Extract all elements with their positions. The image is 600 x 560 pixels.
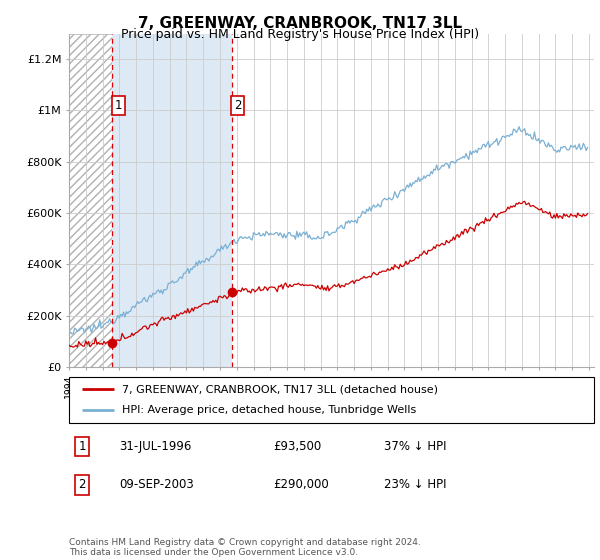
Text: 09-SEP-2003: 09-SEP-2003 bbox=[119, 478, 194, 491]
Text: Price paid vs. HM Land Registry's House Price Index (HPI): Price paid vs. HM Land Registry's House … bbox=[121, 28, 479, 41]
Text: Contains HM Land Registry data © Crown copyright and database right 2024.
This d: Contains HM Land Registry data © Crown c… bbox=[69, 538, 421, 557]
Text: HPI: Average price, detached house, Tunbridge Wells: HPI: Average price, detached house, Tunb… bbox=[121, 405, 416, 416]
Text: £290,000: £290,000 bbox=[274, 478, 329, 491]
Text: 1: 1 bbox=[115, 99, 122, 112]
Text: 2: 2 bbox=[234, 99, 242, 112]
Text: £93,500: £93,500 bbox=[274, 440, 322, 453]
Text: 7, GREENWAY, CRANBROOK, TN17 3LL (detached house): 7, GREENWAY, CRANBROOK, TN17 3LL (detach… bbox=[121, 384, 437, 394]
Text: 37% ↓ HPI: 37% ↓ HPI bbox=[384, 440, 446, 453]
Text: 7, GREENWAY, CRANBROOK, TN17 3LL: 7, GREENWAY, CRANBROOK, TN17 3LL bbox=[138, 16, 462, 31]
Text: 2: 2 bbox=[79, 478, 86, 491]
Text: 1: 1 bbox=[79, 440, 86, 453]
FancyBboxPatch shape bbox=[69, 377, 594, 423]
Bar bbox=[112, 34, 232, 367]
Text: 31-JUL-1996: 31-JUL-1996 bbox=[119, 440, 191, 453]
Bar bbox=[69, 34, 112, 367]
Text: 23% ↓ HPI: 23% ↓ HPI bbox=[384, 478, 446, 491]
